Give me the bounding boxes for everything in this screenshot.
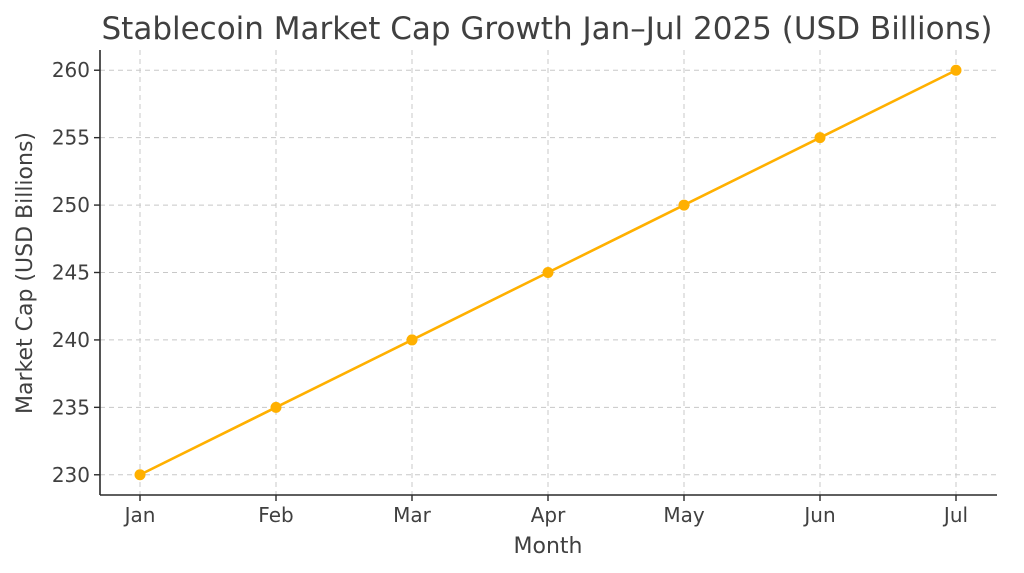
x-tick-label: Jul bbox=[942, 503, 968, 527]
grid-lines bbox=[100, 50, 997, 495]
x-tick-label: Mar bbox=[393, 503, 432, 527]
y-tick-label: 245 bbox=[52, 261, 90, 285]
chart-title: Stablecoin Market Cap Growth Jan–Jul 202… bbox=[101, 11, 992, 47]
data-point bbox=[950, 64, 962, 76]
y-tick-label: 255 bbox=[52, 126, 90, 150]
data-point bbox=[134, 469, 146, 481]
data-point bbox=[814, 132, 826, 144]
y-tick-label: 230 bbox=[52, 463, 90, 487]
series-layer bbox=[134, 64, 962, 481]
y-tick-label: 250 bbox=[52, 193, 90, 217]
axis-ticks: 230 235 240 245 250 255 260 Jan Feb Mar Apr May Jun J… bbox=[52, 58, 968, 527]
x-tick-label: Feb bbox=[258, 503, 293, 527]
y-tick-label: 260 bbox=[52, 58, 90, 82]
x-tick-label: May bbox=[663, 503, 705, 527]
x-tick-label: Apr bbox=[531, 503, 566, 527]
x-tick-label: Jun bbox=[802, 503, 835, 527]
data-point bbox=[406, 334, 418, 346]
x-axis-label: Month bbox=[514, 534, 583, 559]
data-point bbox=[270, 401, 282, 413]
y-tick-label: 240 bbox=[52, 328, 90, 352]
data-point bbox=[542, 267, 554, 278]
y-axis-label: Market Cap (USD Billions) bbox=[13, 132, 38, 414]
x-tick-label: Jan bbox=[123, 503, 156, 527]
y-tick-label: 235 bbox=[52, 395, 90, 419]
data-point bbox=[678, 199, 690, 211]
